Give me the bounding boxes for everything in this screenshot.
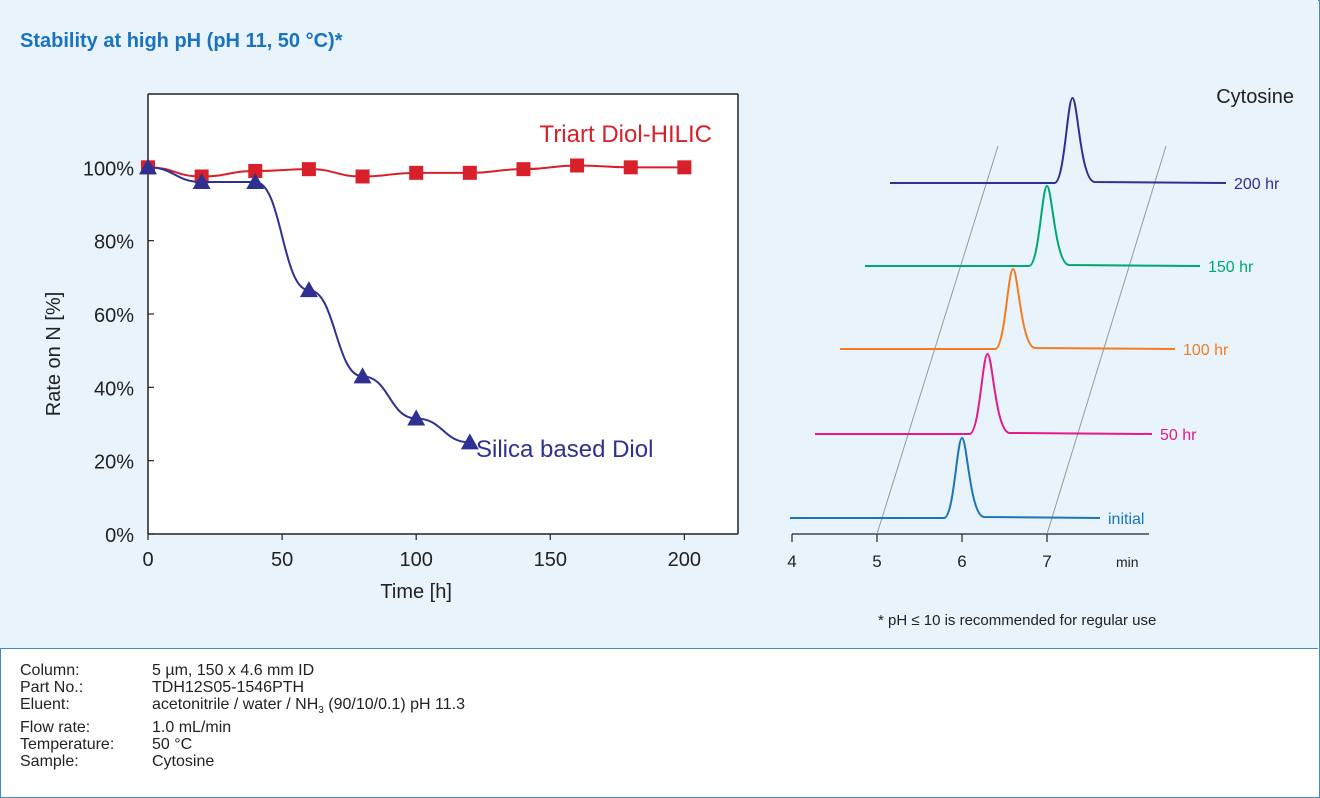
condition-row: Temperature: 50 °C: [20, 736, 465, 753]
data-point-triangle: [192, 173, 211, 189]
condition-row: Flow rate: 1.0 mL/min: [20, 719, 465, 736]
data-point-triangle: [139, 158, 157, 175]
figure-title: Stability at high pH (pH 11, 50 °C)*: [20, 30, 343, 52]
chrom-x-axis-label: min: [1116, 554, 1139, 570]
condition-value: acetonitrile / water / NH3 (90/10/0.1) p…: [152, 696, 465, 719]
condition-key: Temperature:: [20, 736, 115, 754]
condition-row: Part No.: TDH12S05-1546PTH: [20, 679, 465, 696]
data-point-square: [355, 169, 370, 184]
data-point-triangle: [353, 367, 372, 384]
eluent-text: acetonitrile / water / NH: [152, 696, 319, 713]
y-tick-label: 100%: [83, 158, 134, 180]
data-point-square: [516, 162, 531, 177]
chrom-trace-3: [865, 184, 1201, 267]
chrom-x-tick-label: 4: [787, 552, 796, 571]
condition-key: Sample:: [20, 753, 79, 771]
x-tick-label: 0: [142, 549, 153, 571]
condition-key: Eluent:: [20, 696, 70, 713]
plot-area: [148, 94, 738, 534]
data-point-square: [570, 158, 585, 173]
condition-value: 1.0 mL/min: [152, 719, 232, 737]
condition-key: Column:: [20, 662, 80, 679]
y-tick-label: 0%: [105, 525, 134, 547]
eluent-subscript: 3: [318, 705, 324, 717]
condition-key: Flow rate:: [20, 719, 91, 737]
x-tick-label: 150: [534, 549, 567, 571]
chrom-trace-label: 50 hr: [1160, 427, 1197, 444]
panel-divider: [0, 648, 1318, 649]
chrom-trace-label: 150 hr: [1208, 259, 1254, 276]
chrom-x-tick-label: 6: [957, 552, 966, 571]
x-tick-label: 50: [271, 549, 293, 571]
condition-value: 5 µm, 150 x 4.6 mm ID: [152, 662, 315, 679]
data-point-triangle: [299, 281, 318, 298]
chrom-trace-0: [790, 436, 1101, 519]
data-point-triangle: [460, 433, 479, 450]
y-tick-label: 60%: [94, 305, 134, 327]
legend-triart-diol-hilic: Triart Diol-HILIC: [540, 121, 712, 148]
condition-row: Eluent: acetonitrile / water / NH3 (90/1…: [20, 696, 465, 719]
data-point-square: [677, 160, 692, 175]
chrom-trace-label: initial: [1108, 511, 1144, 528]
y-axis-label: Rate on N [%]: [43, 292, 65, 417]
data-point-square: [248, 164, 263, 178]
y-tick-label: 80%: [94, 232, 134, 254]
data-point-triangle: [246, 173, 265, 189]
condition-value: TDH12S05-1546PTH: [152, 679, 305, 696]
y-tick-label: 40%: [94, 378, 134, 400]
guide-line: [876, 145, 999, 535]
conditions-table: Column: 5 µm, 150 x 4.6 mm ID Part No.: …: [20, 662, 465, 770]
data-point-square: [623, 160, 638, 175]
legend-silica-based-diol: Silica based Diol: [476, 436, 653, 463]
x-tick-label: 100: [399, 549, 432, 571]
x-axis-label: Time [h]: [380, 581, 452, 603]
x-tick-label: 200: [668, 549, 701, 571]
guide-line: [1046, 145, 1167, 535]
y-tick-label: 20%: [94, 452, 134, 474]
data-point-square: [409, 165, 424, 180]
chrom-trace-4: [890, 96, 1227, 184]
eluent-text-rest: (90/10/0.1) pH 11.3: [323, 696, 465, 713]
data-point-triangle: [407, 409, 426, 426]
chrom-trace-1: [815, 352, 1153, 435]
data-point-square: [462, 165, 477, 180]
condition-value: 50 °C: [152, 736, 193, 754]
condition-row: Column: 5 µm, 150 x 4.6 mm ID: [20, 662, 465, 679]
chrom-title: Cytosine: [1216, 86, 1294, 108]
footnote: * pH ≤ 10 is recommended for regular use: [878, 612, 1157, 629]
condition-value: Cytosine: [152, 753, 215, 771]
chrom-trace-label: 100 hr: [1183, 342, 1229, 359]
chrom-x-tick-label: 5: [872, 552, 881, 571]
chrom-trace-2: [840, 267, 1176, 350]
chrom-trace-label: 200 hr: [1234, 176, 1280, 193]
condition-key: Part No.:: [20, 679, 84, 696]
condition-row: Sample: Cytosine: [20, 753, 465, 770]
data-point-square: [301, 162, 316, 177]
chrom-x-tick-label: 7: [1042, 552, 1051, 571]
